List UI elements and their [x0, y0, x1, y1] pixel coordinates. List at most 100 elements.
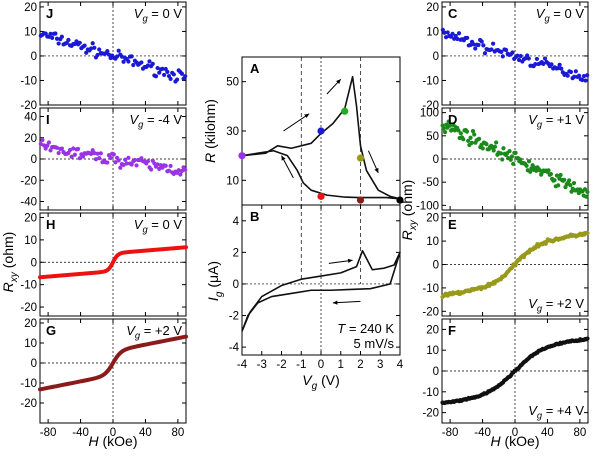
x-tick-label: 0 — [512, 427, 518, 439]
x-tick-label: 2 — [357, 359, 363, 371]
state-marker — [341, 107, 349, 115]
data-point — [89, 46, 94, 51]
state-marker — [317, 192, 325, 200]
data-point — [562, 177, 567, 182]
data-point — [123, 157, 128, 162]
data-point — [466, 138, 471, 143]
arrow-head — [336, 79, 341, 84]
data-point — [480, 146, 485, 151]
data-point — [157, 166, 162, 171]
x-tick-label: -80 — [40, 427, 57, 439]
data-point — [573, 69, 578, 74]
data-point — [509, 154, 515, 159]
y-tick-label: -10 — [20, 280, 37, 292]
data-point — [494, 140, 499, 145]
data-point — [54, 36, 60, 41]
data-point — [464, 129, 470, 134]
data-point — [139, 60, 144, 65]
data-point — [503, 47, 509, 53]
y-tick-label: 2 — [233, 247, 239, 259]
data-point — [455, 36, 460, 42]
panel-a-y-label: R (kilohm) — [202, 99, 218, 163]
data-point — [179, 168, 185, 174]
right-y-axis-label: Rxy (ohm) — [399, 180, 419, 241]
data-point — [77, 40, 82, 45]
data-point — [53, 31, 58, 36]
x-tick-label: 40 — [139, 427, 152, 439]
x-tick-label: -3 — [257, 359, 267, 371]
temperature-label: T = 240 K — [337, 321, 394, 336]
data-point — [45, 143, 50, 148]
panel-letter: H — [46, 217, 55, 232]
gate-voltage-label: Vg = +4 V — [528, 403, 584, 421]
data-point — [518, 157, 523, 162]
data-point — [183, 167, 188, 172]
data-point — [568, 69, 574, 75]
data-point — [458, 131, 463, 136]
left-y-axis-label: Rxy (ohm) — [0, 232, 20, 293]
data-point — [516, 57, 522, 63]
data-point — [533, 61, 538, 67]
data-point — [477, 136, 482, 141]
data-point — [92, 151, 97, 156]
data-point — [59, 34, 64, 39]
x-tick-label: 40 — [541, 427, 554, 439]
x-tick-label: -40 — [72, 427, 89, 439]
y-tick-label: -20 — [422, 408, 439, 420]
y-tick-label: 20 — [24, 2, 37, 14]
x-tick-label: 80 — [573, 427, 586, 439]
data-point — [155, 65, 160, 71]
data-point — [163, 163, 168, 168]
arrow-head — [332, 300, 338, 305]
panel-F: -20 -10 0 10 20 -80 -40 0 40 80 F Vg = +4 V — [422, 318, 590, 439]
data-point — [442, 130, 448, 135]
data-point — [145, 159, 150, 164]
arrow-head — [374, 167, 379, 173]
data-point — [124, 161, 129, 166]
data-point — [168, 163, 173, 169]
data-point — [581, 73, 587, 79]
data-point — [555, 66, 561, 71]
state-marker — [356, 154, 365, 162]
data-point — [498, 151, 504, 156]
data-point — [98, 151, 103, 156]
data-point — [518, 53, 523, 59]
data-point — [456, 31, 462, 36]
data-point — [528, 169, 533, 174]
data-point — [585, 230, 590, 236]
gate-voltage-label: Vg = 0 V — [134, 6, 183, 24]
data-point — [541, 61, 546, 66]
data-point — [456, 128, 461, 133]
data-point — [89, 151, 94, 156]
data-point — [500, 157, 505, 162]
data-point — [473, 46, 478, 51]
gate-voltage-label: Vg = +2 V — [528, 296, 584, 314]
y-tick-label: 10 — [24, 26, 37, 38]
data-point — [111, 152, 116, 157]
data-point — [542, 56, 548, 61]
y-tick-label: 20 — [24, 212, 37, 224]
data-point — [565, 73, 570, 78]
y-tick-label: -4 — [229, 342, 240, 354]
y-tick-label: 50 — [226, 77, 239, 89]
data-point — [97, 47, 102, 52]
data-point — [546, 168, 551, 173]
y-tick-label: 20 — [426, 324, 439, 336]
data-point — [511, 161, 516, 166]
y-tick-label: -10 — [422, 387, 439, 399]
panel-letter: J — [46, 6, 53, 21]
data-point — [108, 155, 113, 161]
y-tick-label: -100 — [416, 200, 439, 212]
panel-letter: C — [448, 6, 458, 21]
panel-letter: A — [250, 61, 260, 76]
data-point — [549, 62, 554, 67]
data-point — [56, 41, 61, 46]
data-point — [450, 31, 455, 36]
y-tick-label: -20 — [422, 100, 439, 112]
data-point — [95, 151, 100, 156]
data-point — [54, 145, 60, 150]
gate-voltage-label: Vg = 0 V — [536, 6, 585, 24]
data-point — [471, 42, 476, 47]
